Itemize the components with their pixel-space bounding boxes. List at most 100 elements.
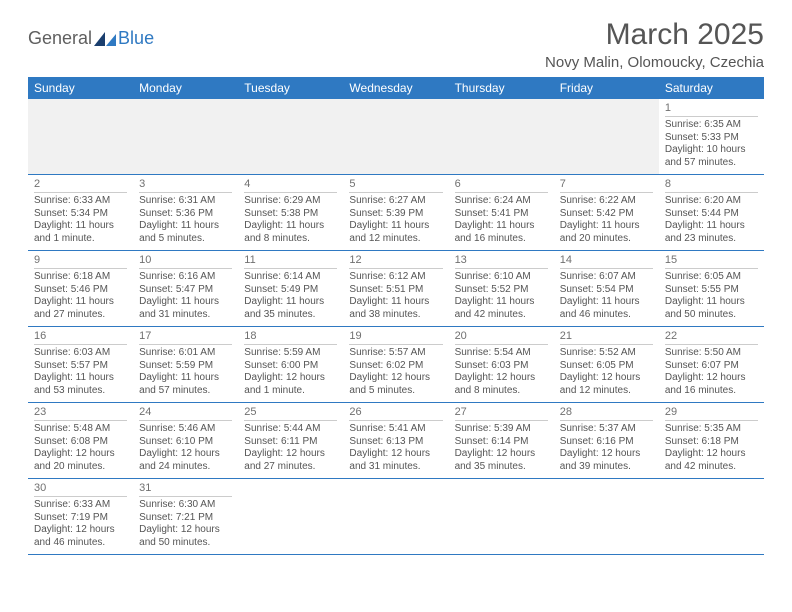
day-info: Sunrise: 5:50 AMSunset: 6:07 PMDaylight:… [665,347,758,397]
day-cell: 31 Sunrise: 6:30 AMSunset: 7:21 PMDayligh… [133,479,238,555]
sail-icon [94,32,116,46]
day-info: Sunrise: 6:33 AMSunset: 7:19 PMDaylight:… [34,499,127,549]
day-number: 6 [455,178,548,193]
day-cell: 13Sunrise: 6:10 AMSunset: 5:52 PMDayligh… [449,251,554,327]
day-number: 21 [560,330,653,345]
day-info: Sunrise: 6:35 AMSunset: 5:33 PMDaylight:… [665,119,758,169]
day-cell: 20Sunrise: 5:54 AMSunset: 6:03 PMDayligh… [449,327,554,403]
day-number: 26 [349,406,442,421]
day-cell: 27 Sunrise: 5:39 AMSunset: 6:14 PMDayligh… [449,403,554,479]
day-info: Sunrise: 5:37 AMSunset: 6:16 PMDaylight:… [560,423,653,473]
calendar-row: 23 Sunrise: 5:48 AMSunset: 6:08 PMDayligh… [28,403,764,479]
day-info: Sunrise: 6:20 AMSunset: 5:44 PMDaylight:… [665,195,758,245]
day-cell: 10 Sunrise: 6:16 AMSunset: 5:47 PMDayligh… [133,251,238,327]
day-info: Sunrise: 6:14 AMSunset: 5:49 PMDaylight:… [244,271,337,321]
day-number: 18 [244,330,337,345]
day-info: Sunrise: 6:01 AMSunset: 5:59 PMDaylight:… [139,347,232,397]
day-info: Sunrise: 6:05 AMSunset: 5:55 PMDaylight:… [665,271,758,321]
day-cell: 4Sunrise: 6:29 AMSunset: 5:38 PMDaylight… [238,175,343,251]
day-header: Monday [133,77,238,99]
day-number: 31 [139,482,232,497]
day-number: 20 [455,330,548,345]
day-info: Sunrise: 6:22 AMSunset: 5:42 PMDaylight:… [560,195,653,245]
day-info: Sunrise: 5:44 AMSunset: 6:11 PMDaylight:… [244,423,337,473]
day-cell: 26 Sunrise: 5:41 AMSunset: 6:13 PMDayligh… [343,403,448,479]
day-number: 30 [34,482,127,497]
day-info: Sunrise: 6:30 AMSunset: 7:21 PMDaylight:… [139,499,232,549]
day-info: Sunrise: 5:57 AMSunset: 6:02 PMDaylight:… [349,347,442,397]
day-cell: 29 Sunrise: 5:35 AMSunset: 6:18 PMDayligh… [659,403,764,479]
calendar-row: 1Sunrise: 6:35 AMSunset: 5:33 PMDaylight… [28,99,764,175]
location-label: Novy Malin, Olomoucky, Czechia [545,54,764,71]
day-cell: 5Sunrise: 6:27 AMSunset: 5:39 PMDaylight… [343,175,448,251]
day-cell: 6 Sunrise: 6:24 AMSunset: 5:41 PMDaylight… [449,175,554,251]
empty-cell [449,479,554,555]
day-number: 9 [34,254,127,269]
day-info: Sunrise: 6:29 AMSunset: 5:38 PMDaylight:… [244,195,337,245]
brand-text-1: General [28,28,92,49]
day-number: 27 [455,406,548,421]
day-number: 11 [244,254,337,269]
day-header: Sunday [28,77,133,99]
day-info: Sunrise: 5:35 AMSunset: 6:18 PMDaylight:… [665,423,758,473]
calendar-row: 9 Sunrise: 6:18 AMSunset: 5:46 PMDaylight… [28,251,764,327]
empty-cell [133,99,238,175]
calendar-table: SundayMondayTuesdayWednesdayThursdayFrid… [28,77,764,555]
brand-logo: General Blue [28,18,154,49]
day-header: Thursday [449,77,554,99]
day-number: 3 [139,178,232,193]
day-cell: 7 Sunrise: 6:22 AMSunset: 5:42 PMDaylight… [554,175,659,251]
day-cell: 15Sunrise: 6:05 AMSunset: 5:55 PMDayligh… [659,251,764,327]
day-cell: 18 Sunrise: 5:59 AMSunset: 6:00 PMDayligh… [238,327,343,403]
day-number: 17 [139,330,232,345]
day-cell: 8Sunrise: 6:20 AMSunset: 5:44 PMDaylight… [659,175,764,251]
day-number: 29 [665,406,758,421]
empty-cell [554,479,659,555]
calendar-row: 30 Sunrise: 6:33 AMSunset: 7:19 PMDayligh… [28,479,764,555]
header: General Blue March 2025 Novy Malin, Olom… [28,18,764,71]
empty-cell [449,99,554,175]
calendar-head: SundayMondayTuesdayWednesdayThursdayFrid… [28,77,764,99]
day-number: 23 [34,406,127,421]
empty-cell [28,99,133,175]
day-info: Sunrise: 6:27 AMSunset: 5:39 PMDaylight:… [349,195,442,245]
day-header: Wednesday [343,77,448,99]
day-number: 25 [244,406,337,421]
title-block: March 2025 Novy Malin, Olomoucky, Czechi… [545,18,764,71]
empty-cell [343,99,448,175]
day-number: 16 [34,330,127,345]
day-info: Sunrise: 5:48 AMSunset: 6:08 PMDaylight:… [34,423,127,473]
day-cell: 17 Sunrise: 6:01 AMSunset: 5:59 PMDayligh… [133,327,238,403]
day-info: Sunrise: 5:52 AMSunset: 6:05 PMDaylight:… [560,347,653,397]
day-info: Sunrise: 5:39 AMSunset: 6:14 PMDaylight:… [455,423,548,473]
day-cell: 30 Sunrise: 6:33 AMSunset: 7:19 PMDayligh… [28,479,133,555]
day-number: 19 [349,330,442,345]
day-number: 2 [34,178,127,193]
day-number: 24 [139,406,232,421]
day-number: 14 [560,254,653,269]
brand-text-2: Blue [118,28,154,49]
day-number: 10 [139,254,232,269]
day-info: Sunrise: 6:12 AMSunset: 5:51 PMDaylight:… [349,271,442,321]
calendar-body: 1Sunrise: 6:35 AMSunset: 5:33 PMDaylight… [28,99,764,555]
day-cell: 11 Sunrise: 6:14 AMSunset: 5:49 PMDayligh… [238,251,343,327]
day-number: 13 [455,254,548,269]
day-header: Tuesday [238,77,343,99]
day-cell: 3Sunrise: 6:31 AMSunset: 5:36 PMDaylight… [133,175,238,251]
day-info: Sunrise: 6:16 AMSunset: 5:47 PMDaylight:… [139,271,232,321]
day-cell: 16Sunrise: 6:03 AMSunset: 5:57 PMDayligh… [28,327,133,403]
empty-cell [343,479,448,555]
day-cell: 23 Sunrise: 5:48 AMSunset: 6:08 PMDayligh… [28,403,133,479]
calendar-row: 16Sunrise: 6:03 AMSunset: 5:57 PMDayligh… [28,327,764,403]
day-info: Sunrise: 6:18 AMSunset: 5:46 PMDaylight:… [34,271,127,321]
day-cell: 21 Sunrise: 5:52 AMSunset: 6:05 PMDayligh… [554,327,659,403]
day-header: Saturday [659,77,764,99]
month-title: March 2025 [545,18,764,52]
day-header: Friday [554,77,659,99]
day-info: Sunrise: 5:41 AMSunset: 6:13 PMDaylight:… [349,423,442,473]
day-number: 7 [560,178,653,193]
empty-cell [659,479,764,555]
day-info: Sunrise: 5:59 AMSunset: 6:00 PMDaylight:… [244,347,337,397]
day-cell: 28Sunrise: 5:37 AMSunset: 6:16 PMDayligh… [554,403,659,479]
day-info: Sunrise: 6:24 AMSunset: 5:41 PMDaylight:… [455,195,548,245]
